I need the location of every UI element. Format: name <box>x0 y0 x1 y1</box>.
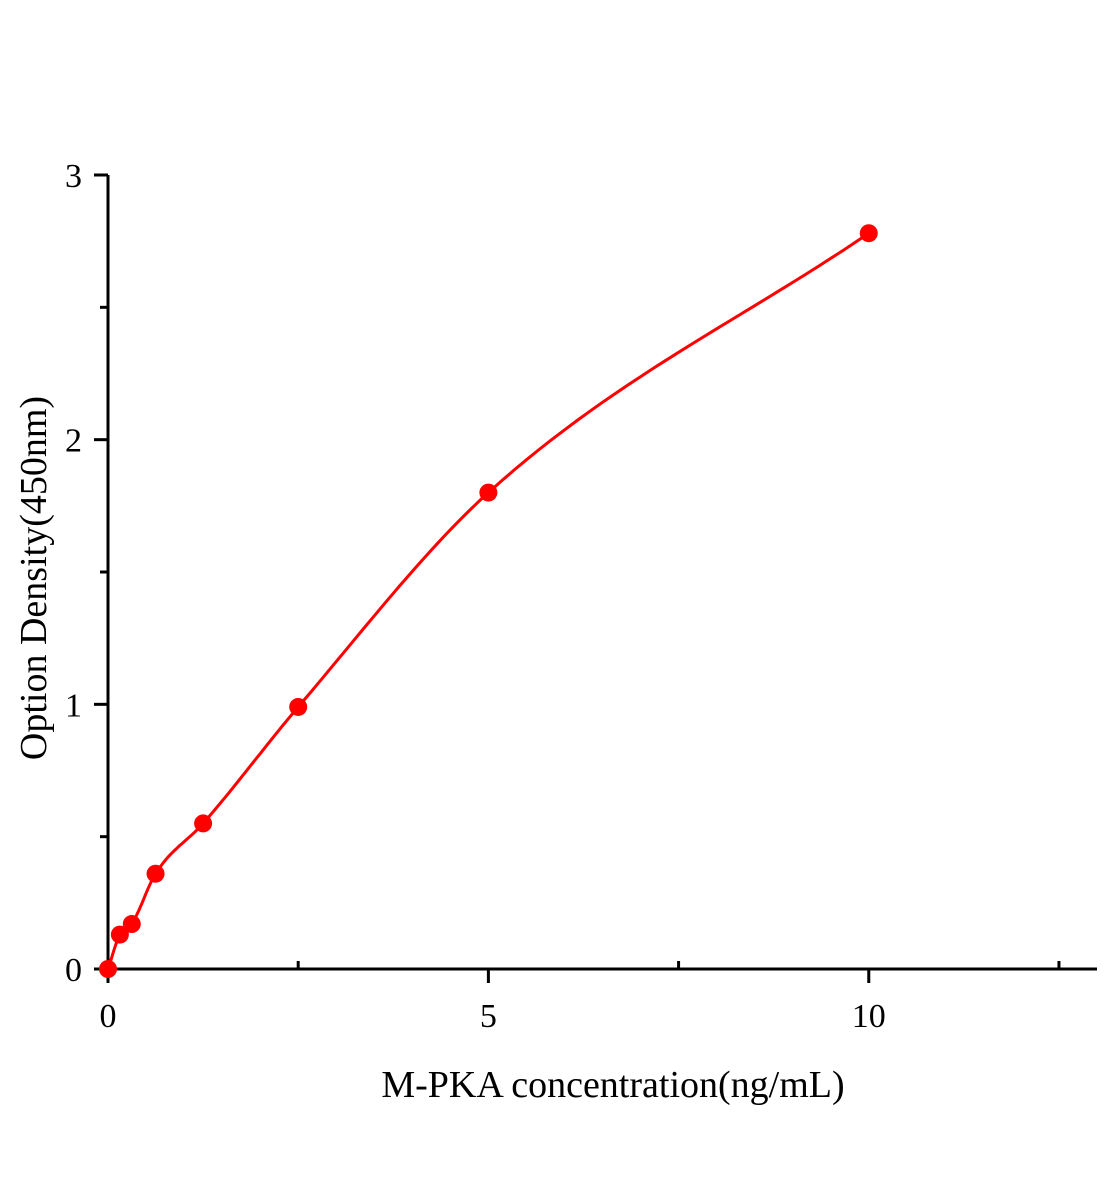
data-point <box>99 960 117 978</box>
fit-curve-group <box>106 231 870 970</box>
data-point <box>859 224 878 243</box>
y-tick-label: 2 <box>65 423 82 460</box>
x-tick-label: 10 <box>852 998 886 1035</box>
y-tick-label: 0 <box>65 952 82 989</box>
x-tick-label: 0 <box>100 998 117 1035</box>
data-point <box>289 697 308 716</box>
x-tick-label: 5 <box>480 998 497 1035</box>
y-tick-label: 3 <box>65 158 82 195</box>
data-point <box>479 483 498 502</box>
fit-curve <box>106 231 870 970</box>
data-point <box>146 864 165 883</box>
data-point <box>194 814 213 833</box>
y-tick-label: 1 <box>65 687 82 724</box>
data-points <box>99 224 878 978</box>
y-axis-label: Option Density(450nm) <box>13 396 55 760</box>
data-point <box>122 915 141 934</box>
data-point <box>110 925 129 944</box>
axes: 0 5 10 0 1 2 3 <box>65 158 1097 1035</box>
x-axis-label: M-PKA concentration(ng/mL) <box>381 1064 844 1106</box>
